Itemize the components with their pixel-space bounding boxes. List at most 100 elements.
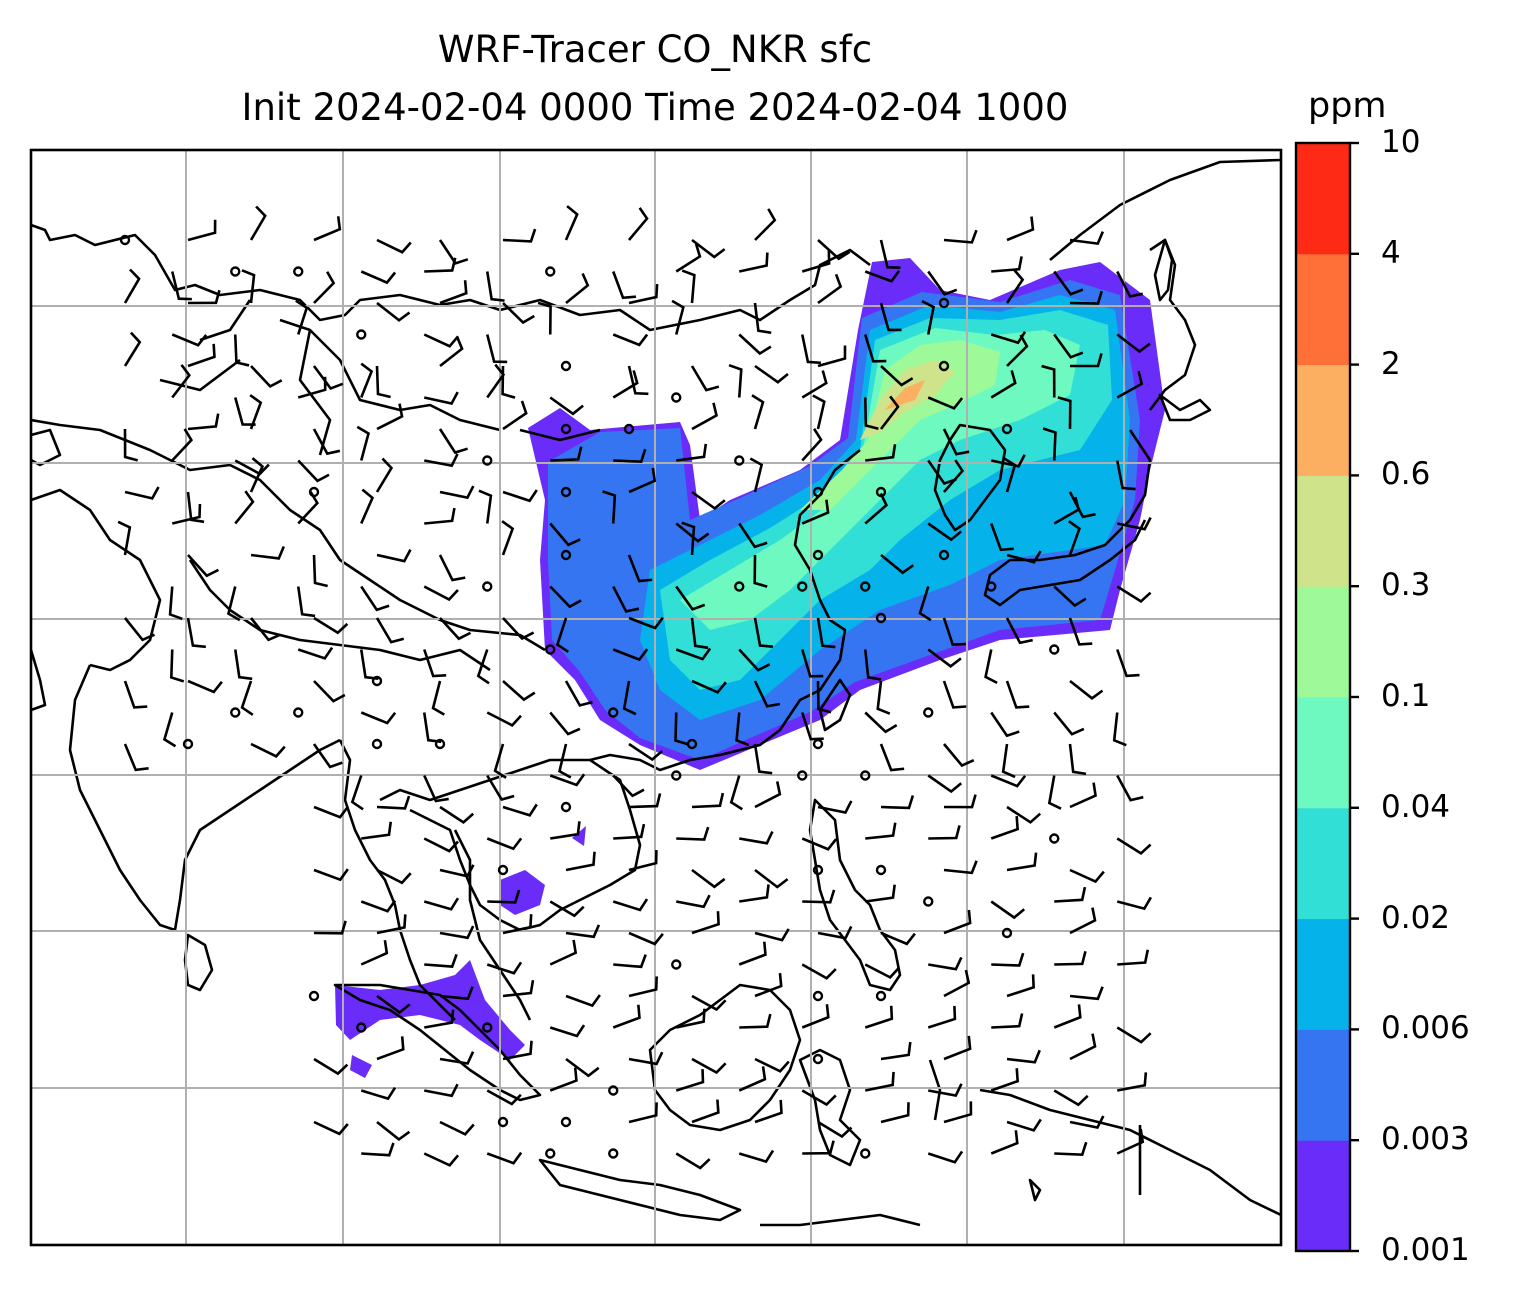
calm-wind-marker (434, 738, 446, 750)
calm-wind-marker (797, 770, 808, 781)
wind-barb (612, 370, 639, 399)
wind-barb (1054, 950, 1087, 966)
wind-barb (376, 1120, 411, 1142)
wind-barb (927, 522, 963, 542)
wind-barb (313, 616, 349, 635)
wind-barb (990, 1130, 1019, 1155)
calm-wind-marker (608, 707, 619, 718)
wind-barb (376, 403, 404, 431)
calm-wind-marker (860, 581, 871, 592)
calm-wind-marker (812, 486, 824, 498)
wind-barb (1053, 711, 1085, 736)
wind-barb (478, 489, 493, 524)
wind-barb (754, 1057, 790, 1073)
wind-barb (739, 1013, 772, 1029)
graticule (31, 150, 1281, 1245)
wind-barb (360, 585, 390, 612)
wind-barb (233, 397, 256, 426)
wind-barb (502, 617, 535, 641)
wind-barb (423, 897, 460, 911)
wind-barb (439, 805, 475, 824)
wind-barb (801, 649, 824, 678)
wind-barb (376, 914, 407, 935)
wind-barb (171, 428, 194, 462)
wind-barb (943, 229, 978, 244)
calm-wind-marker (938, 297, 950, 309)
wind-barb (313, 216, 342, 242)
wind-barb (234, 490, 255, 525)
wind-barb (801, 1004, 830, 1029)
wind-barb (628, 1051, 664, 1066)
wind-barb (549, 585, 582, 609)
wind-barb (296, 586, 316, 618)
wind-barb (943, 1035, 972, 1061)
wind-barb (360, 362, 374, 398)
wind-barb (1041, 364, 1056, 398)
coastlines (31, 158, 1281, 1227)
wind-barb (549, 939, 578, 966)
calm-wind-marker (545, 1148, 556, 1159)
calm-wind-marker (119, 234, 131, 246)
tracer-plume-east-asia (528, 258, 1165, 770)
tracer-plume-south-east-asia (335, 826, 586, 1078)
borneo (648, 983, 802, 1132)
wind-barb (801, 250, 831, 273)
wind-barb (990, 900, 1026, 920)
malay-peninsula (453, 829, 532, 1021)
wind-barb (864, 1071, 895, 1092)
wind-barb (990, 454, 1026, 468)
calm-wind-marker (875, 864, 887, 876)
wind-barb (1068, 743, 1087, 776)
wind-barb (602, 490, 617, 524)
calm-wind-marker (356, 1022, 367, 1033)
wind-barb (738, 1066, 767, 1092)
wind-barb (249, 457, 265, 493)
colorbar-segment (1296, 1140, 1350, 1252)
wind-barb (991, 256, 1023, 273)
wind-barb (186, 617, 206, 649)
colorbar-unit: ppm (1308, 86, 1387, 126)
wind-barb (297, 491, 319, 525)
wind-barb (361, 1142, 395, 1157)
wind-barb (360, 711, 397, 725)
wind-barb (1116, 585, 1152, 604)
wind-barb (628, 207, 649, 241)
wind-barb (423, 774, 449, 803)
wind-barb (502, 979, 535, 998)
wind-barb (439, 617, 472, 641)
wind-barb (1003, 457, 1017, 493)
wind-barb (1006, 974, 1035, 998)
china-coast (589, 448, 861, 772)
wind-barb (876, 680, 891, 715)
wind-barb (817, 1120, 853, 1139)
wind-barb (1116, 516, 1152, 531)
wind-barb (628, 1102, 658, 1124)
wind-barb (1069, 1033, 1097, 1061)
wind-barb (376, 549, 412, 563)
wind-barb (1116, 1128, 1145, 1155)
wind-barb (117, 520, 132, 556)
wind-barb (612, 585, 640, 613)
wind-barb (487, 889, 521, 904)
chart-title: WRF-Tracer CO_NKR sfc (437, 28, 873, 71)
wind-barb (250, 742, 286, 758)
wind-barb (1053, 333, 1084, 359)
wind-barb (613, 448, 647, 463)
wind-barb (1006, 550, 1042, 564)
wind-barb (1068, 491, 1096, 519)
wind-barb (864, 963, 900, 979)
tracer-sumatra-tail (350, 1055, 372, 1078)
calm-wind-marker (938, 549, 950, 561)
calm-wind-marker (875, 990, 887, 1002)
wind-barb (375, 365, 391, 399)
wind-barb (628, 976, 658, 998)
wind-barb (754, 781, 782, 809)
calm-wind-marker (1049, 644, 1060, 655)
wind-barb (476, 649, 490, 685)
wind-barb (738, 522, 768, 549)
wind-barb (1001, 743, 1016, 779)
wind-barb (691, 238, 726, 259)
colorbar (1294, 141, 1359, 1253)
wind-barb (360, 899, 397, 913)
colorbar-segment (1296, 143, 1350, 255)
